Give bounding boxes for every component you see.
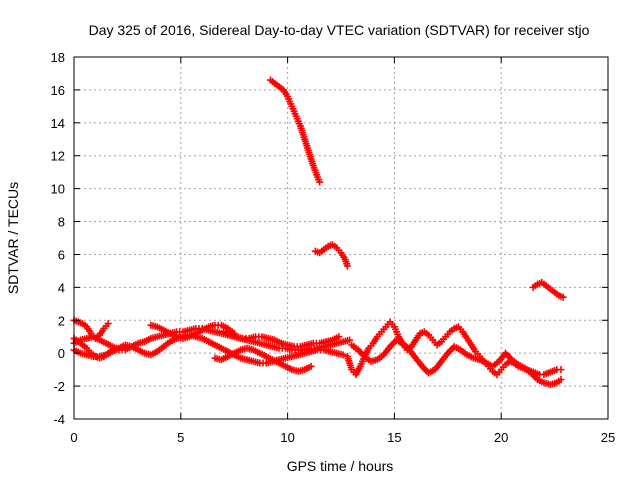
y-tick-label: 2	[58, 313, 65, 328]
series-trace-12	[529, 278, 567, 301]
data-point	[307, 362, 315, 370]
y-tick-label: -4	[53, 412, 65, 427]
data-point	[335, 333, 343, 341]
x-tick-label: 5	[177, 430, 184, 445]
data-point	[559, 293, 567, 301]
y-tick-label: 0	[58, 346, 65, 361]
y-tick-label: 10	[51, 182, 65, 197]
series-trace-9	[311, 241, 351, 270]
y-tick-label: 18	[51, 50, 65, 65]
series-trace-6	[211, 344, 315, 375]
data-point	[346, 336, 354, 344]
data-point	[316, 178, 324, 186]
plot-frame	[73, 56, 609, 420]
y-tick-label: 4	[58, 280, 65, 295]
data-point	[339, 351, 347, 359]
data-point	[343, 262, 351, 270]
y-tick-label: 8	[58, 215, 65, 230]
y-axis-label: SDTVAR / TECUs	[5, 182, 21, 294]
data-point	[557, 366, 565, 374]
y-tick-label: 16	[51, 83, 65, 98]
series-trace-7	[220, 328, 343, 351]
series-trace-11	[348, 336, 565, 388]
tick-layer: 0 5 10 15 20 25 -4 -2 0 2 4 6 8 10 12 14 16 18	[51, 50, 616, 445]
x-tick-label: 10	[280, 430, 294, 445]
data-point	[104, 320, 112, 328]
y-tick-label: 14	[51, 116, 65, 131]
y-tick-label: 6	[58, 247, 65, 262]
data-layer	[70, 76, 567, 388]
series-trace-8	[267, 76, 324, 186]
data-point	[557, 376, 565, 384]
x-tick-label: 0	[70, 430, 77, 445]
x-axis-label: GPS time / hours	[287, 458, 394, 474]
x-tick-label: 20	[494, 430, 508, 445]
data-point	[113, 344, 121, 352]
y-tick-label: -2	[53, 379, 65, 394]
x-tick-label: 15	[387, 430, 401, 445]
x-tick-label: 25	[601, 430, 615, 445]
grid-layer	[74, 57, 608, 419]
chart-title: Day 325 of 2016, Sidereal Day-to-day VTE…	[89, 22, 590, 38]
y-tick-label: 12	[51, 149, 65, 164]
